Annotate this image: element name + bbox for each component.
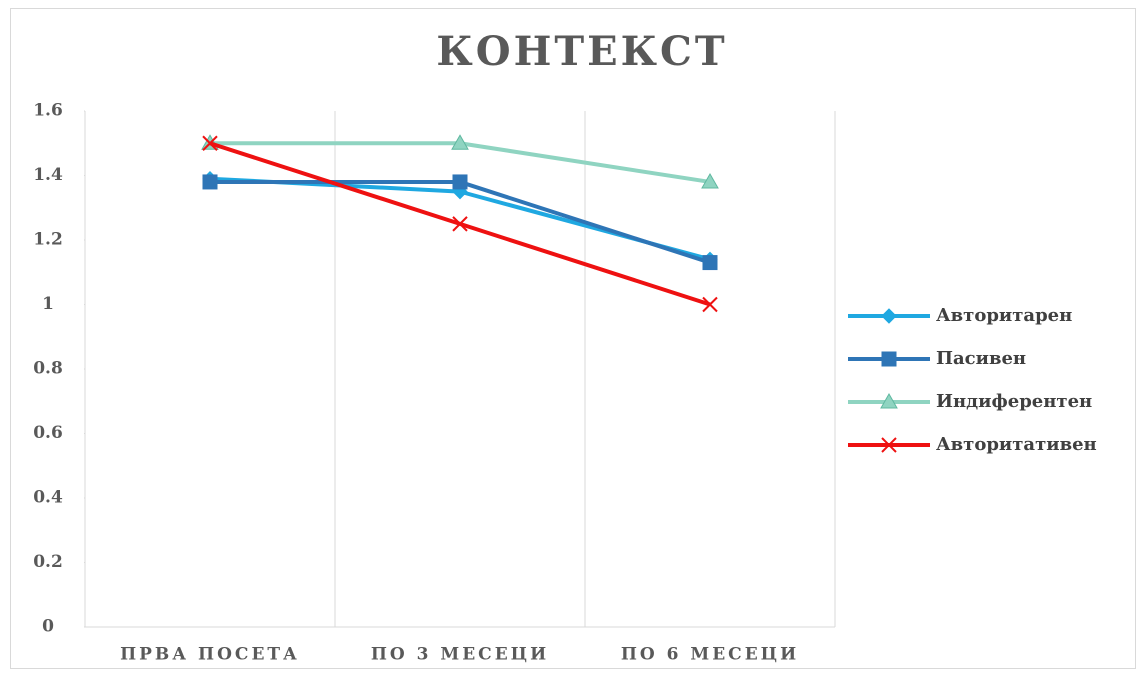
x-tick-label: ПО 3 МЕСЕЦИ	[371, 645, 549, 665]
chart-border	[10, 8, 1136, 669]
y-tick-label: 1.2	[33, 230, 63, 250]
legend-label: Пасивен	[936, 348, 1026, 369]
legend-marker	[880, 392, 898, 409]
legend-marker	[881, 437, 897, 453]
y-tick-label: 0	[42, 617, 54, 637]
legend-label: Индиферентен	[936, 391, 1092, 412]
marker	[452, 174, 468, 190]
legend-label: Авторитативен	[936, 434, 1097, 455]
y-tick-label: 1	[42, 294, 54, 314]
y-tick-label: 0.2	[33, 552, 63, 572]
marker	[451, 134, 469, 150]
marker	[702, 255, 718, 271]
y-tick-label: 0.6	[33, 423, 63, 443]
x-tick-label: ПРВА ПОСЕТА	[120, 645, 300, 665]
y-tick-label: 0.4	[33, 488, 63, 508]
x-tick-label: ПО 6 МЕСЕЦИ	[621, 645, 799, 665]
legend-marker	[881, 351, 897, 367]
chart-title: КОНТЕКСТ	[436, 28, 727, 75]
marker	[452, 216, 468, 232]
legend-marker	[881, 308, 897, 324]
y-tick-label: 1.4	[33, 165, 63, 185]
y-tick-label: 1.6	[33, 101, 63, 121]
marker	[702, 296, 718, 313]
marker	[202, 174, 218, 190]
legend-label: Авторитарен	[936, 305, 1072, 326]
marker	[701, 172, 719, 189]
marker	[202, 135, 218, 151]
y-tick-label: 0.8	[33, 359, 63, 379]
